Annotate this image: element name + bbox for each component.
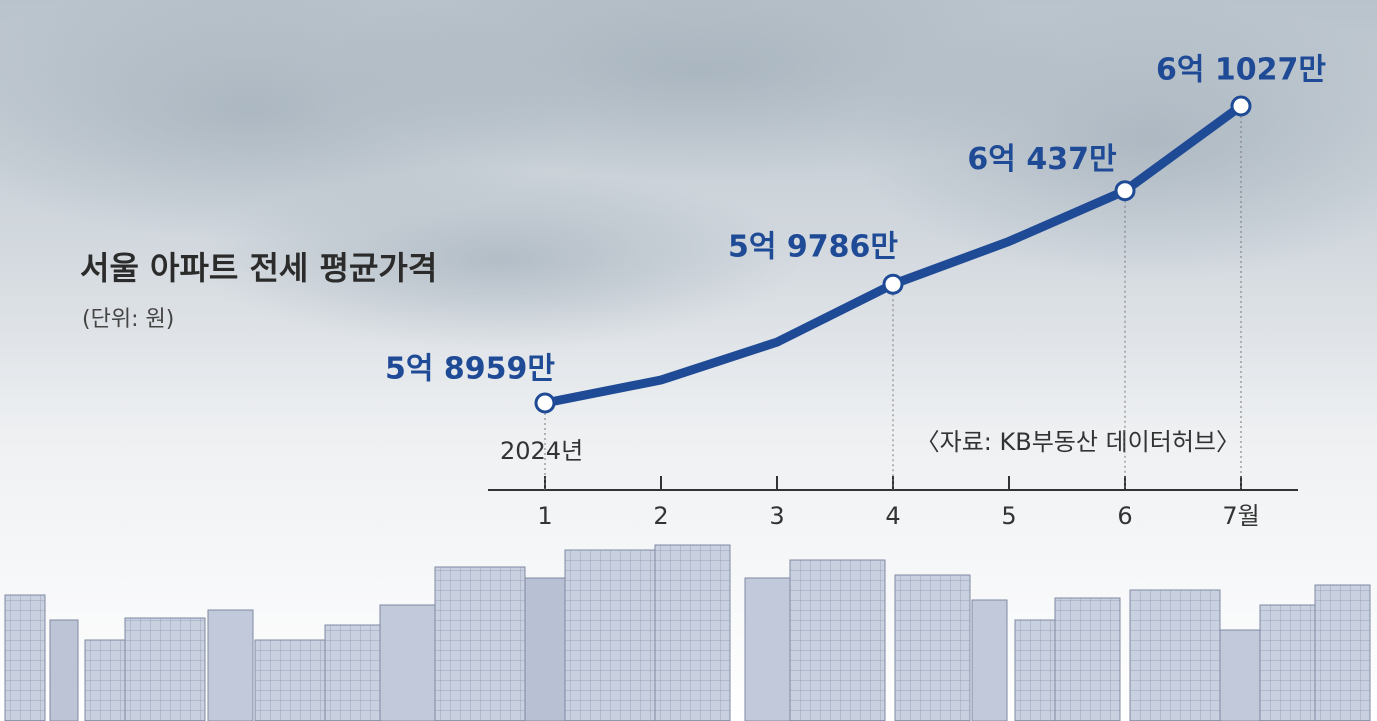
x-tick-label: 2 (653, 502, 668, 530)
unit-note: (단위: 원) (82, 307, 174, 332)
data-point (534, 392, 556, 414)
data-point (1114, 180, 1136, 202)
chart-title: 서울 아파트 전세 평균가격 (80, 249, 437, 287)
x-tick-label: 1 (537, 502, 552, 530)
clouds (0, 0, 1377, 350)
value-label: 6억 1027만 (1156, 53, 1326, 88)
x-tick-label: 7월 (1222, 502, 1259, 530)
year-label: 2024년 (500, 437, 583, 465)
data-point (1230, 95, 1252, 117)
value-label: 5억 8959만 (385, 352, 555, 387)
x-tick-label: 6 (1117, 502, 1132, 530)
source-note: 〈자료: KB부동산 데이터허브〉 (916, 428, 1240, 456)
buildings (4, 544, 1371, 721)
value-label: 6억 437만 (967, 142, 1117, 177)
x-tick-label: 5 (1001, 502, 1016, 530)
data-point (882, 273, 904, 295)
value-label: 5억 9786만 (728, 230, 898, 265)
x-tick-label: 3 (769, 502, 784, 530)
x-tick-label: 4 (885, 502, 900, 530)
